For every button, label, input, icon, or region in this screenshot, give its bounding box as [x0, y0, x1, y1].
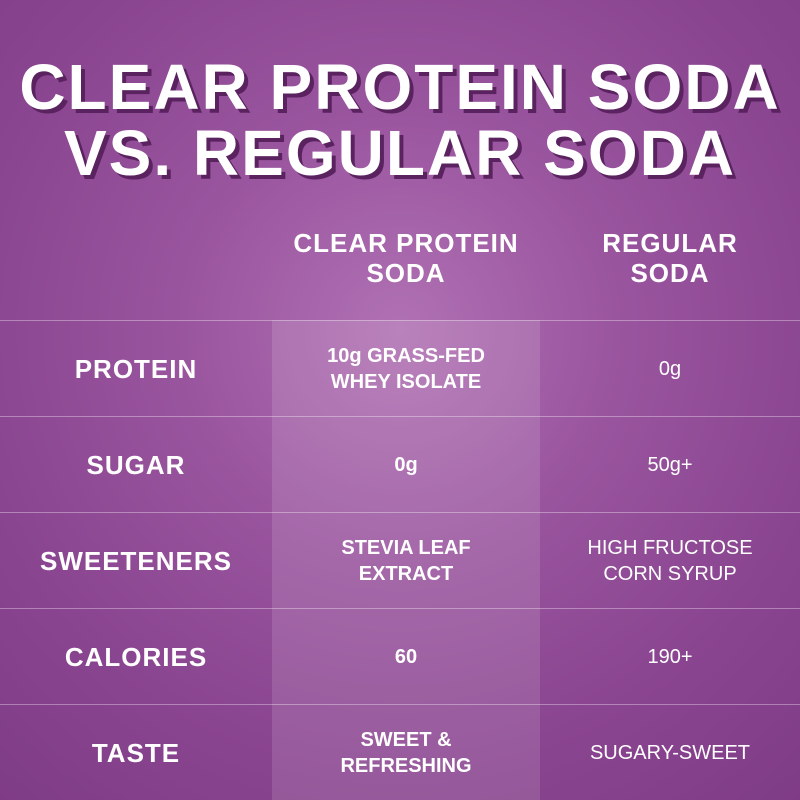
row-label: SUGAR: [86, 449, 186, 480]
row-label: CALORIES: [64, 641, 208, 672]
title-line: VS. REGULAR SODA: [63, 117, 737, 189]
table-cell: STEVIA LEAF EXTRACT: [341, 537, 471, 585]
table-row: PROTEIN 10g GRASS-FED WHEY ISOLATE 0g: [0, 320, 800, 417]
table-cell: 10g GRASS-FED WHEY ISOLATE: [327, 345, 485, 393]
table-row: CALORIES 60 190+: [0, 608, 800, 705]
table-cell: 60: [394, 646, 418, 668]
table-cell: SUGARY-SWEET: [589, 742, 751, 764]
table-row: SUGAR 0g 50g+: [0, 416, 800, 513]
row-label: SWEETENERS: [39, 545, 233, 576]
table-cell: 190+: [647, 646, 693, 668]
column-header: CLEAR PROTEIN SODA: [293, 228, 519, 288]
table-row: TASTE SWEET & REFRESHING SUGARY-SWEET: [0, 704, 800, 800]
table-row: SWEETENERS STEVIA LEAF EXTRACT HIGH FRUCTO…: [0, 512, 800, 609]
title-line: CLEAR PROTEIN SODA: [19, 51, 781, 123]
column-header: REGULAR SODA: [602, 228, 738, 288]
table-cell: SWEET & REFRESHING: [340, 729, 472, 777]
table-cell: HIGH FRUCTOSE CORN SYRUP: [587, 537, 753, 585]
table-cell: 50g+: [647, 454, 693, 476]
column-highlight: [272, 320, 540, 800]
table-cell: 0g: [394, 454, 418, 476]
row-label: PROTEIN: [74, 353, 198, 384]
table-cell: 0g: [658, 358, 682, 380]
row-label: TASTE: [91, 737, 181, 768]
